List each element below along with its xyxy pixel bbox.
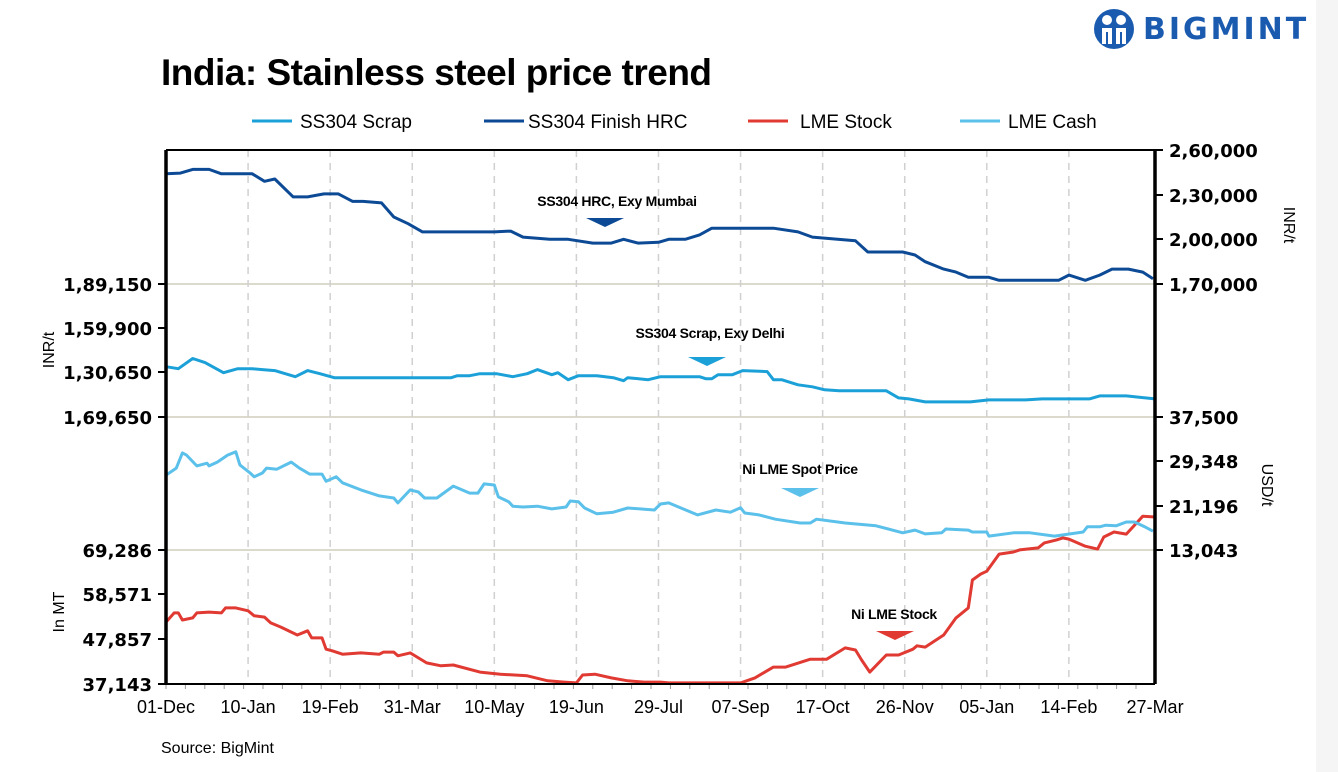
x-tick-label: 27-Mar	[1127, 697, 1184, 717]
series-line-ss304-finish-hrc	[165, 167, 1154, 282]
source-note: Source: BigMint	[161, 740, 274, 757]
annotation-pointer-icon	[586, 218, 624, 227]
chart-title: India: Stainless steel price trend	[161, 52, 712, 93]
left-axis-tick-label: 69,286	[83, 541, 152, 562]
legend-label: LME Cash	[1008, 112, 1097, 133]
series-line-lme-cash	[165, 450, 1154, 538]
left-upper-axis-title: INR/t	[41, 331, 58, 368]
series-annotation: SS304 Scrap, Exy Delhi	[635, 325, 784, 341]
x-tick-label: 31-Mar	[384, 697, 441, 717]
right-lower-axis-title: USD/t	[1258, 464, 1275, 507]
left-axis-tick-label: 1,30,650	[63, 363, 152, 384]
page-edge-strip	[1316, 0, 1338, 772]
annotation-pointer-icon	[781, 488, 819, 497]
legend-label: LME Stock	[800, 112, 892, 133]
left-axis-tick-label: 1,59,900	[63, 319, 152, 340]
left-lower-axis-title: In MT	[51, 591, 68, 632]
legend-label: SS304 Finish HRC	[528, 112, 687, 133]
right-axis-tick-label: 2,30,000	[1169, 186, 1258, 207]
x-tick-label: 17-Oct	[796, 697, 850, 717]
right-axis-tick-label: 2,60,000	[1169, 141, 1258, 162]
right-axis-tick-label: 37,500	[1169, 408, 1238, 429]
left-axis-tick-label: 1,89,150	[63, 275, 152, 296]
left-axis-tick-label: 1,69,650	[63, 408, 152, 429]
right-axis-tick-label: 13,043	[1169, 541, 1238, 562]
right-axis-tick-label: 29,348	[1169, 452, 1238, 473]
x-tick-label: 01-Dec	[137, 697, 195, 717]
series-annotation: Ni LME Spot Price	[742, 461, 858, 477]
series-annotation: Ni LME Stock	[851, 606, 937, 622]
x-tick-label: 19-Jun	[549, 697, 604, 717]
annotation-pointer-icon	[688, 357, 726, 366]
legend-label: SS304 Scrap	[300, 112, 412, 133]
right-axis-tick-label: 21,196	[1169, 497, 1238, 518]
x-tick-label: 19-Feb	[302, 697, 359, 717]
bigmint-logo: BIGMINT	[1093, 8, 1309, 50]
x-tick-label: 10-May	[464, 697, 524, 717]
series-annotation: SS304 HRC, Exy Mumbai	[537, 193, 696, 209]
x-tick-label: 05-Jan	[959, 697, 1014, 717]
series-line-lme-stock	[164, 514, 1156, 685]
x-tick-label: 14-Feb	[1040, 697, 1097, 717]
right-axis-tick-label: 2,00,000	[1169, 230, 1258, 251]
x-tick-label: 29-Jul	[634, 697, 683, 717]
series-line-ss304-scrap	[165, 357, 1156, 404]
x-tick-label: 26-Nov	[876, 697, 934, 717]
right-upper-axis-title: INR/t	[1280, 207, 1297, 244]
x-tick-label: 07-Sep	[712, 697, 770, 717]
left-axis-tick-label: 47,857	[83, 630, 152, 651]
right-axis-tick-label: 1,70,000	[1169, 275, 1258, 296]
bigmint-logo-text: BIGMINT	[1143, 11, 1310, 47]
left-axis-tick-label: 58,571	[83, 585, 152, 606]
annotation-pointer-icon	[876, 631, 914, 640]
x-tick-label: 10-Jan	[221, 697, 276, 717]
left-axis-tick-label: 37,143	[83, 675, 152, 696]
bigmint-logo-icon	[1094, 9, 1134, 49]
